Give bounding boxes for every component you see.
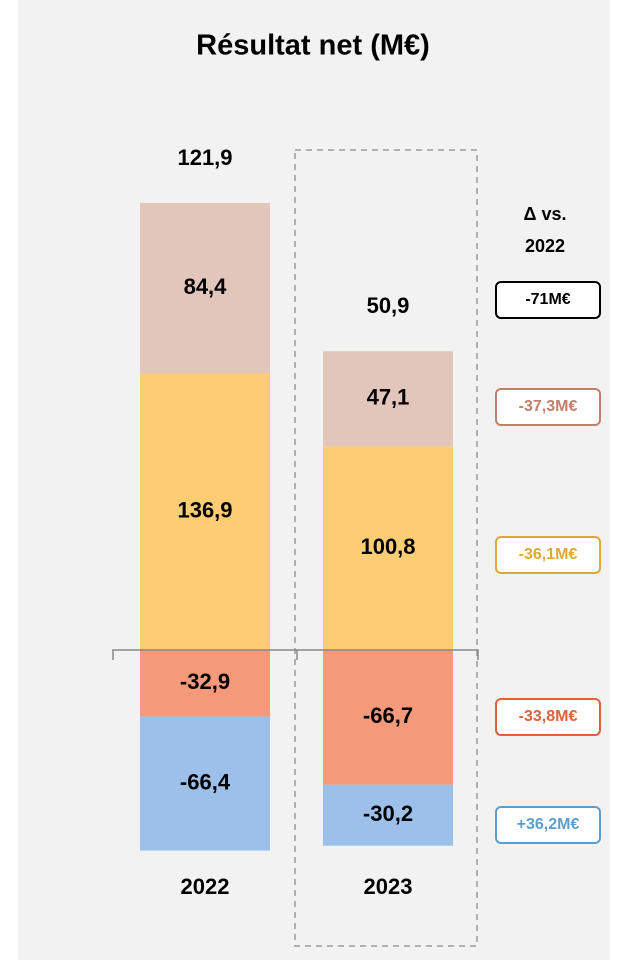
segment-label: 84,4 bbox=[184, 274, 228, 299]
delta-box: -33,8M€ bbox=[495, 698, 601, 736]
bar-segment bbox=[140, 716, 270, 851]
bar-segment bbox=[323, 351, 453, 447]
bar-segment bbox=[140, 373, 270, 650]
segment-label: -66,4 bbox=[180, 769, 231, 794]
bar-segment bbox=[323, 446, 453, 650]
segment-label: 47,1 bbox=[367, 385, 410, 410]
bar-segment bbox=[140, 202, 270, 374]
baseline bbox=[112, 649, 479, 660]
total-label: 50,9 bbox=[367, 293, 410, 318]
total-label: 121,9 bbox=[177, 145, 232, 170]
segment-label: -66,7 bbox=[363, 703, 413, 728]
delta-box: -37,3M€ bbox=[495, 388, 601, 426]
delta-box: -36,1M€ bbox=[495, 536, 601, 574]
chart-title: Résultat net (M€) bbox=[196, 30, 430, 62]
segment-label: 136,9 bbox=[177, 498, 232, 523]
panel bbox=[18, 0, 610, 960]
segment-label: 100,8 bbox=[360, 534, 415, 559]
x-tick-label: 2023 bbox=[364, 874, 413, 899]
delta-box: +36,2M€ bbox=[495, 806, 601, 844]
segment-label: -32,9 bbox=[180, 669, 230, 694]
segment-label: -30,2 bbox=[363, 801, 413, 826]
bar-segment bbox=[140, 650, 270, 717]
x-tick-label: 2022 bbox=[181, 874, 230, 899]
bar-segment bbox=[323, 784, 453, 846]
highlight-frame bbox=[294, 149, 478, 947]
bar-segment bbox=[323, 650, 453, 785]
delta-box: -71M€ bbox=[495, 281, 601, 319]
delta-title: Δ vs. 2022 bbox=[523, 204, 567, 256]
